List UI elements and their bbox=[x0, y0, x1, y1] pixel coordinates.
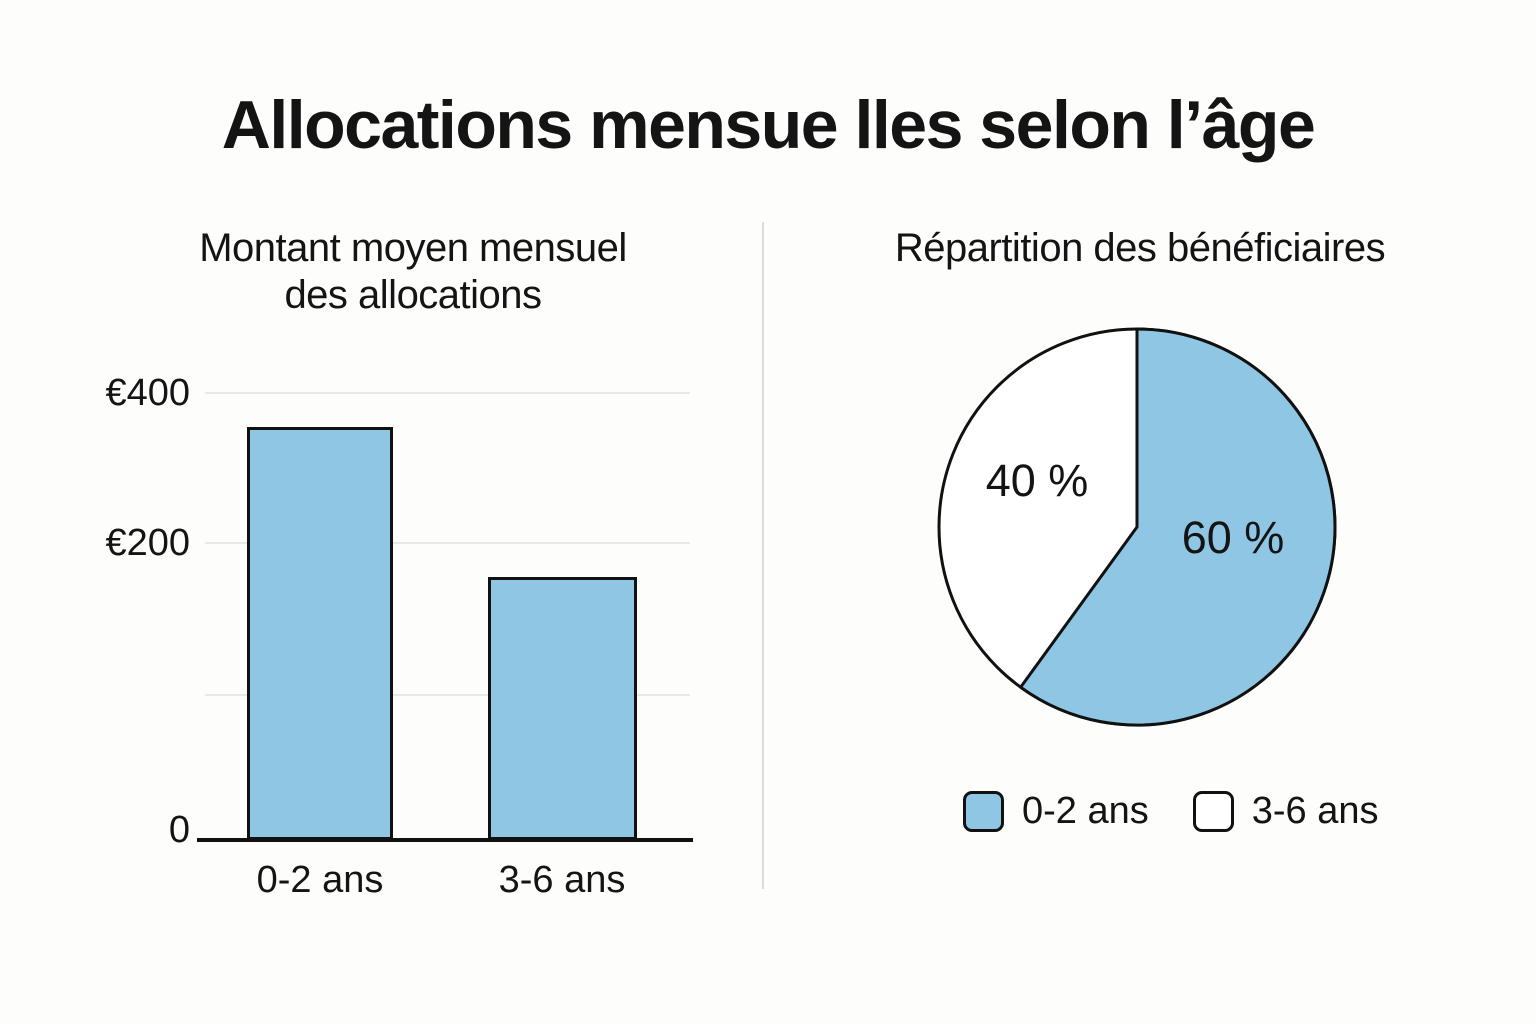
bar-chart-title-line2: des allocations bbox=[284, 273, 542, 317]
gridline-unlabeled bbox=[205, 694, 690, 696]
legend-label-3-6-ans: 3-6 ans bbox=[1251, 790, 1379, 832]
bar bbox=[247, 427, 393, 840]
y-tick-label-200: €200 bbox=[105, 522, 190, 564]
legend-label-0-2-ans: 0-2 ans bbox=[1022, 790, 1149, 832]
pie-slice-0-2-ans bbox=[1019, 327, 1337, 727]
bar-chart-title-line1: Montant moyen mensuel bbox=[199, 226, 627, 270]
pie-label-60-percent: 60 % bbox=[1181, 512, 1285, 563]
bar bbox=[488, 577, 637, 840]
pie-chart-title: Répartition des bénéficiaires bbox=[894, 226, 1386, 270]
pie-legend: 0-2 ans 3-6 ans bbox=[963, 789, 1379, 833]
x-axis-line bbox=[197, 838, 693, 842]
panel-divider bbox=[762, 222, 764, 889]
pie-label-40-percent: 40 % bbox=[985, 455, 1089, 506]
bar-chart-title: Montant moyen mensuel des allocations bbox=[113, 225, 713, 319]
gridline-200 bbox=[205, 542, 690, 544]
x-tick-label-0-2-ans: 0-2 ans bbox=[256, 859, 384, 901]
page-title: Allocations mensue lles selon l’âge bbox=[221, 87, 1316, 163]
y-tick-label-400: €400 bbox=[105, 372, 190, 414]
y-tick-label-0: 0 bbox=[168, 809, 190, 851]
x-tick-label-3-6-ans: 3-6 ans bbox=[498, 859, 626, 901]
gridline-400 bbox=[205, 392, 690, 394]
legend-swatch-0-2-ans bbox=[963, 790, 1004, 832]
legend-swatch-3-6-ans bbox=[1192, 790, 1234, 832]
pie-chart bbox=[937, 327, 1337, 727]
